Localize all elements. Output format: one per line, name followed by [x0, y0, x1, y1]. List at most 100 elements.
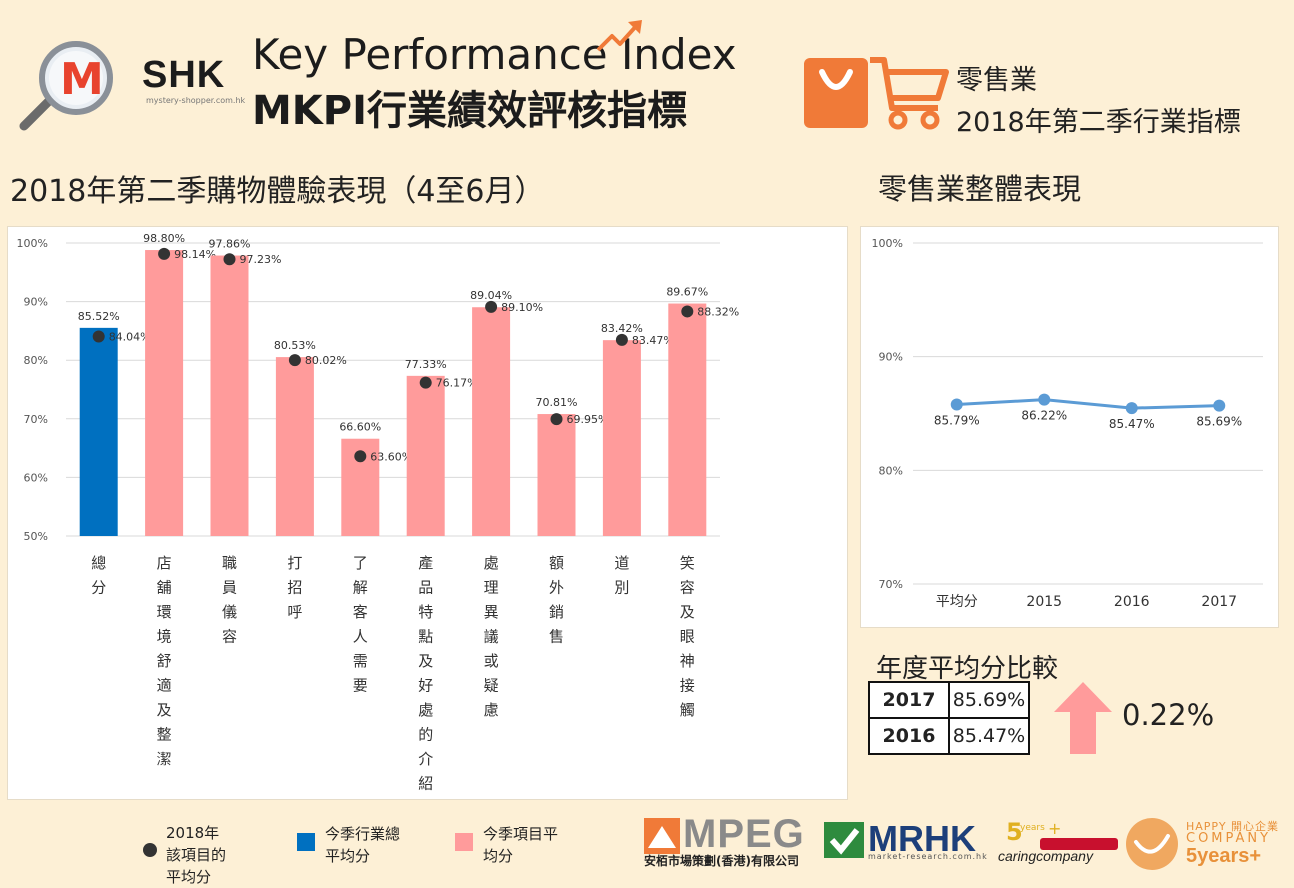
happy-company-logo-icon [1126, 818, 1178, 870]
line-chart-panel: 100% 90% 80% 70% 85.79% 平均分 86.22% 2015 85.47% 20… [860, 226, 1279, 628]
logo-letter: M [60, 54, 104, 105]
x-category-label: 2016 [1114, 594, 1150, 610]
legend-dot-label: 2018年該項目的平均分 [166, 824, 227, 886]
point-value-label: 86.22% [1021, 409, 1067, 423]
x-category-label: 平均分 [936, 594, 978, 610]
mrhk-logo-text: MRHK [868, 818, 976, 859]
item-bar [602, 340, 641, 536]
dot-value-label: 88.32% [697, 305, 739, 318]
table-row: 2016 85.47% [868, 717, 1030, 755]
bar-value-label: 80.53% [274, 339, 316, 352]
total-bar [79, 327, 118, 536]
up-arrow-icon [1054, 682, 1112, 754]
line-point [950, 398, 963, 411]
x-category-label: 店舖環境舒適及整潔 [157, 554, 172, 768]
item-bar [210, 255, 249, 536]
caring-company-text: caringcompany [998, 848, 1093, 864]
x-category-label: 總分 [91, 554, 106, 597]
dot-value-label: 76.17% [436, 377, 478, 390]
item-bar [537, 414, 576, 536]
industry-name: 零售業 [956, 65, 1037, 96]
line-point [1213, 399, 1226, 412]
y-tick-label: 50% [24, 530, 48, 543]
bar-chart-section-title: 2018年第二季購物體驗表現（4至6月） [10, 174, 545, 209]
comparison-table: 2017 85.69% 2016 85.47% [868, 681, 1030, 755]
point-value-label: 85.79% [934, 414, 980, 428]
x-category-label: 處理異議或疑慮 [484, 554, 499, 719]
y-tick-label: 70% [879, 578, 903, 591]
line-point [1038, 393, 1051, 406]
average-dot [615, 333, 628, 346]
point-value-label: 85.47% [1109, 417, 1155, 431]
line-chart-section-title: 零售業整體表現 [878, 172, 1082, 206]
svg-text:5: 5 [1006, 818, 1023, 846]
average-dot [223, 253, 236, 266]
bar-value-label: 77.33% [405, 358, 447, 371]
bar-value-label: 89.67% [666, 286, 708, 299]
logo-url: mystery-shopper.com.hk [146, 96, 246, 105]
dot-value-label: 69.95% [567, 413, 609, 426]
bar-chart-panel: 100% 90% 80% 70% 60% 50% 85.52% 84.04% 總分 98.80% 9… [7, 226, 848, 800]
legend-pink-swatch [455, 833, 473, 851]
average-dot [158, 247, 171, 260]
y-tick-label: 70% [24, 413, 48, 426]
legend-blue-label: 今季行業總平均分 [325, 825, 401, 865]
legend-pink-label: 今季項目平均分 [483, 825, 559, 865]
dot-value-label: 80.02% [305, 354, 347, 367]
item-bar [275, 357, 314, 536]
series-line [956, 398, 1220, 410]
bar-chart: 100% 90% 80% 70% 60% 50% 85.52% 84.04% 總分 98.80% 9… [17, 232, 740, 793]
x-category-label: 2017 [1201, 594, 1237, 610]
svg-text:years: years [1020, 823, 1045, 833]
happy-company-line1: HAPPY 開心企業 [1186, 820, 1280, 833]
item-bar [145, 250, 184, 537]
mpeg-logo-icon [644, 818, 680, 854]
dot-value-label: 83.47% [632, 334, 674, 347]
shopping-cart-icon [804, 57, 949, 130]
item-bar [668, 303, 707, 536]
bar-value-label: 98.80% [143, 232, 185, 245]
dot-value-label: 98.14% [174, 248, 216, 261]
item-bar [406, 375, 445, 536]
comparison-title: 年度平均分比較 [876, 654, 1059, 684]
dot-value-label: 89.10% [501, 301, 543, 314]
x-category-label: 額外銷售 [549, 554, 564, 646]
x-category-label: 了解客人需要 [353, 554, 368, 695]
table-row: 2017 85.69% [868, 681, 1030, 719]
y-tick-label: 90% [24, 296, 48, 309]
line-chart: 100% 90% 80% 70% 85.79% 平均分 86.22% 2015 85.47% 20… [872, 237, 1263, 610]
comparison-difference: 0.22% [1122, 698, 1215, 732]
x-category-label: 笑容及眼神接觸 [680, 554, 695, 719]
dot-value-label: 63.60% [370, 450, 412, 463]
average-dot [550, 413, 563, 426]
mpeg-logo-text: MPEG [683, 812, 805, 856]
item-bar [472, 307, 511, 536]
average-dot [681, 305, 694, 318]
legend-blue-swatch [297, 833, 315, 851]
y-tick-label: 100% [17, 237, 48, 250]
comparison-year: 2016 [868, 717, 950, 755]
comparison-value: 85.47% [948, 717, 1030, 755]
bar-value-label: 85.52% [78, 310, 120, 323]
comparison-value: 85.69% [948, 681, 1030, 719]
dot-value-label: 97.23% [240, 253, 282, 266]
bar-value-label: 66.60% [339, 421, 381, 434]
mrhk-url: market-research.com.hk [868, 852, 988, 861]
page-title-en: Key Performance Index [252, 30, 737, 79]
legend-dot-marker [143, 843, 157, 857]
magnifier-logo-icon: M [19, 41, 113, 131]
bar-value-label: 89.04% [470, 289, 512, 302]
average-dot [92, 330, 105, 343]
x-category-label: 產品特點及好處的介紹 [418, 554, 433, 793]
y-tick-label: 100% [872, 237, 903, 250]
average-dot [419, 376, 432, 389]
y-tick-label: 80% [24, 354, 48, 367]
logo-text: SHK [142, 54, 226, 96]
comparison-year: 2017 [868, 681, 950, 719]
y-tick-label: 60% [24, 471, 48, 484]
y-tick-label: 90% [879, 351, 903, 364]
bar-value-label: 83.42% [601, 322, 643, 335]
happy-company-line3: 5years+ [1186, 845, 1262, 867]
x-category-label: 2015 [1026, 594, 1062, 610]
x-category-label: 打招呼 [287, 554, 302, 621]
